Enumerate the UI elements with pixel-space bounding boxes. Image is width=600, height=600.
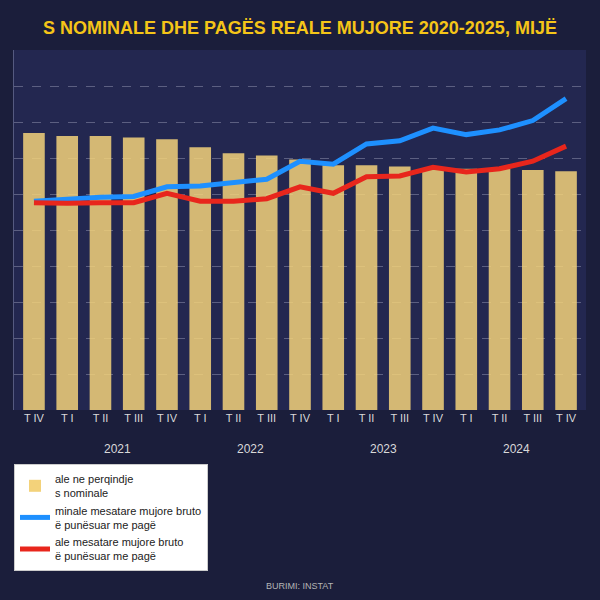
svg-text:T IV: T IV (24, 412, 45, 424)
svg-text:2022: 2022 (237, 442, 264, 456)
svg-text:2023: 2023 (370, 442, 397, 456)
svg-text:T III: T III (124, 412, 143, 424)
svg-text:T II: T II (359, 412, 375, 424)
svg-text:minale mesatare mujore brutoë: minale mesatare mujore brutoë punësuar m… (55, 505, 201, 531)
svg-text:T I: T I (194, 412, 207, 424)
svg-text:T I: T I (327, 412, 340, 424)
svg-text:T I: T I (460, 412, 473, 424)
svg-text:T III: T III (390, 412, 409, 424)
svg-text:T IV: T IV (423, 412, 444, 424)
svg-text:T II: T II (226, 412, 242, 424)
svg-text:S NOMINALE DHE PAGËS REALE MUJ: S NOMINALE DHE PAGËS REALE MUJORE 2020-2… (43, 18, 557, 38)
svg-text:T IV: T IV (157, 412, 178, 424)
svg-text:2021: 2021 (104, 442, 131, 456)
svg-text:T IV: T IV (556, 412, 577, 424)
svg-text:ale mesatare mujore brutoë pun: ale mesatare mujore brutoë punësuar me p… (55, 536, 183, 562)
svg-text:T II: T II (93, 412, 109, 424)
svg-text:T III: T III (523, 412, 542, 424)
svg-text:BURIMI: INSTAT: BURIMI: INSTAT (266, 581, 334, 591)
svg-text:T II: T II (492, 412, 508, 424)
svg-text:T I: T I (61, 412, 74, 424)
svg-text:T IV: T IV (290, 412, 311, 424)
svg-text:T III: T III (257, 412, 276, 424)
svg-text:2024: 2024 (503, 442, 530, 456)
svg-text:ale ne perqindjes nominale: ale ne perqindjes nominale (55, 473, 133, 499)
